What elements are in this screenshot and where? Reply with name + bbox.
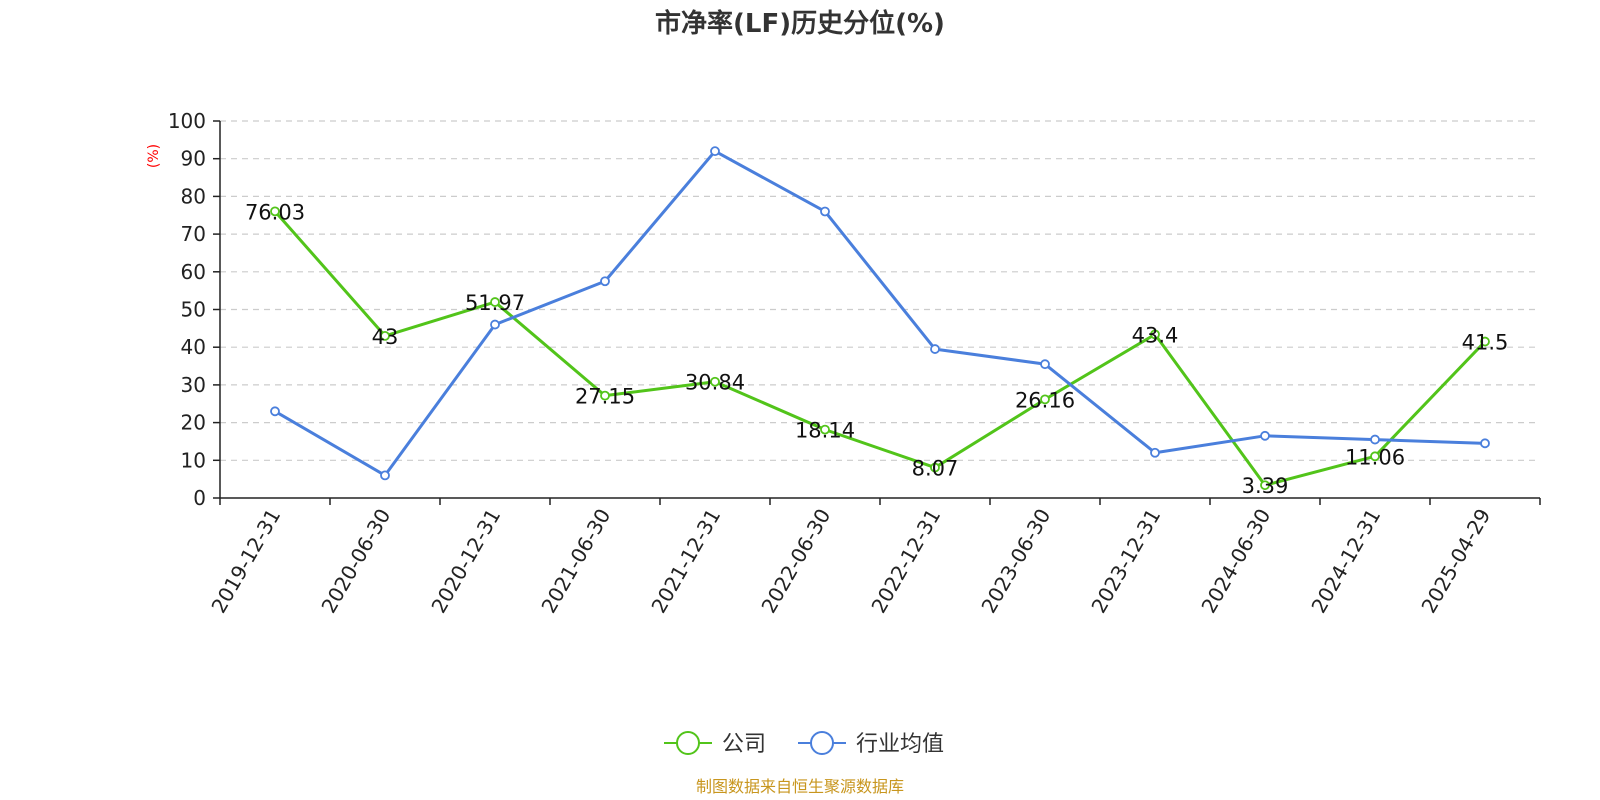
y-tick-label: 70 [181,222,206,246]
legend-swatch-marker [810,731,834,755]
x-tick-label: 2025-04-29 [1416,505,1495,618]
y-tick-label: 80 [181,184,206,208]
y-tick-label: 40 [181,335,206,359]
data-label: 76.03 [245,200,305,224]
x-tick-label: 2023-06-30 [976,505,1055,618]
data-label: 43.4 [1132,323,1179,347]
data-label: 41.5 [1462,331,1509,355]
y-tick-label: 10 [181,448,206,472]
x-tick-label: 2022-12-31 [866,505,945,618]
data-point[interactable] [1260,480,1270,491]
x-tick-label: 2023-12-31 [1086,505,1165,618]
y-tick-label: 60 [181,260,206,284]
y-tick-label: 0 [193,486,206,510]
y-axis-unit: (%) [146,144,162,168]
x-tick-label: 2022-06-30 [756,505,835,618]
data-point[interactable] [490,319,500,330]
data-point[interactable] [1480,438,1490,449]
y-tick-label: 30 [181,373,206,397]
data-label: 51.97 [465,291,525,315]
data-point[interactable] [490,297,500,307]
x-tick-label: 2019-12-31 [206,505,285,618]
x-tick-label: 2024-06-30 [1196,505,1275,618]
data-point[interactable] [1150,447,1160,458]
x-tick-label: 2021-12-31 [646,505,725,618]
data-point[interactable] [1040,394,1050,405]
data-point[interactable] [1260,430,1270,441]
series-line-1 [274,149,1486,477]
data-point[interactable] [820,206,830,217]
grid-lines [220,120,1540,461]
data-point[interactable] [600,390,610,401]
y-tick-label: 90 [181,147,206,171]
legend-swatch-marker [676,731,700,755]
data-point[interactable] [600,276,610,287]
data-point[interactable] [1040,359,1050,370]
series-layer [270,146,1490,491]
data-point[interactable] [380,330,390,341]
legend-label[interactable]: 行业均值 [856,732,944,757]
data-label: 30.84 [685,371,745,395]
x-tick-label: 2024-12-31 [1306,505,1385,618]
x-tick-label: 2020-06-30 [316,505,395,618]
series-line-0 [273,210,1487,487]
data-labels: 76.03 43 51.97 27.15 30.84 18.14 8.07 26.16 43.4… [245,200,1508,498]
data-point[interactable] [270,406,280,417]
y-tick-label: 50 [181,298,206,322]
data-label: 8.07 [912,457,959,481]
data-label: 26.16 [1015,388,1075,412]
data-point[interactable] [930,462,940,473]
data-source-note: 制图数据来自恒生聚源数据库 [696,777,904,796]
data-label: 27.15 [575,385,635,409]
axes: 0 10 20 30 40 50 60 70 80 90 100 2019-12-31 2020-06-… [168,109,1541,618]
x-tick-label: 2020-12-31 [426,505,505,618]
data-point[interactable] [1480,336,1490,347]
legend-label[interactable]: 公司 [722,732,766,757]
data-point[interactable] [380,470,390,481]
data-point[interactable] [710,146,720,157]
data-label: 18.14 [795,419,855,443]
x-tick-label: 2021-06-30 [536,505,615,618]
data-label: 43 [372,325,399,349]
data-point[interactable] [270,206,280,217]
data-point[interactable] [1370,451,1380,462]
data-point[interactable] [820,424,830,435]
data-point[interactable] [710,376,720,387]
chart-title: 市净率(LF)历史分位(%) [655,8,945,39]
y-tick-label: 100 [168,109,206,133]
data-label: 11.06 [1345,445,1405,469]
data-point[interactable] [1370,434,1380,445]
y-tick-label: 20 [181,411,206,435]
legend[interactable]: 公司 行业均值 [664,731,944,757]
data-point[interactable] [1150,329,1160,340]
data-point[interactable] [930,344,940,354]
data-label: 3.39 [1242,474,1289,498]
